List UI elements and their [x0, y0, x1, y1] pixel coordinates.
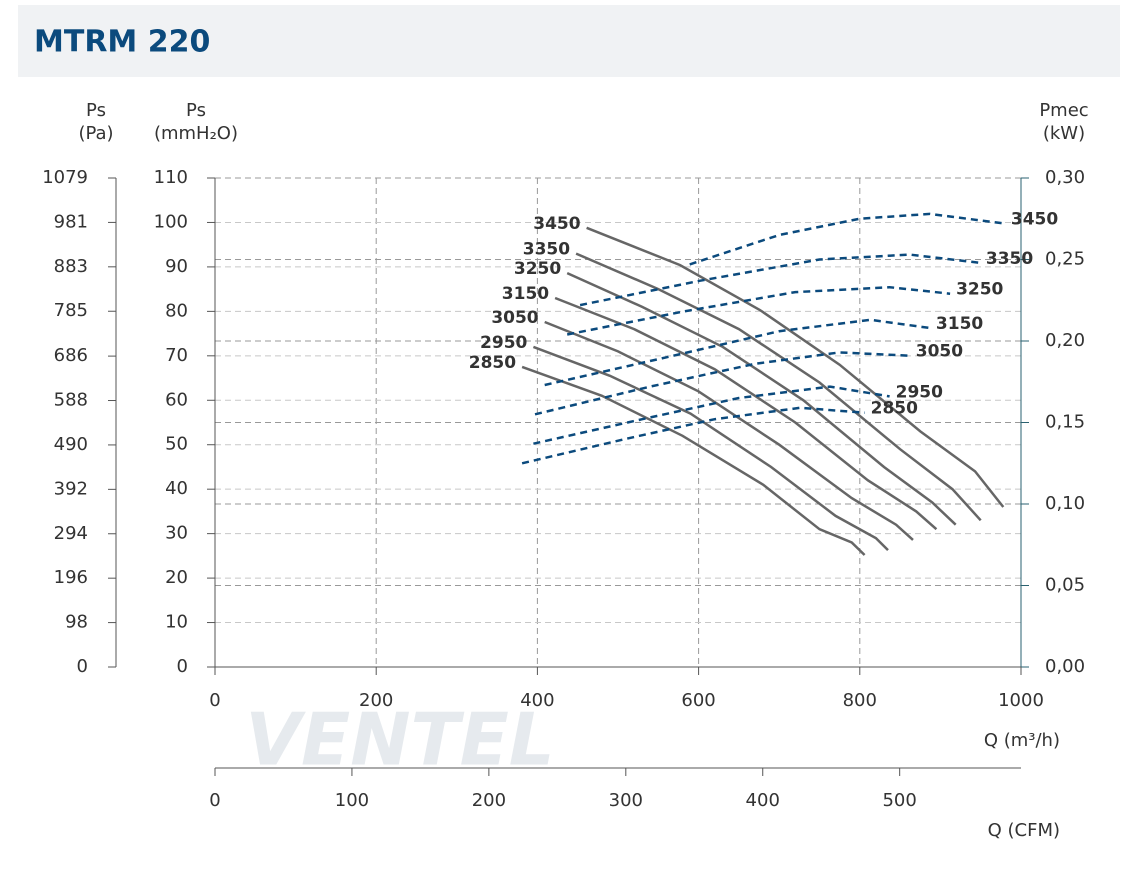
- pa-tick-label: 294: [54, 523, 88, 544]
- x-tick-label: 1000: [998, 690, 1044, 711]
- y2-axis-title: (kW): [1043, 123, 1085, 144]
- cfm-axis-title: Q (CFM): [988, 820, 1060, 841]
- y-tick-label: 0: [177, 656, 188, 677]
- curve-label: 3250: [514, 259, 561, 279]
- curve-label: 3050: [491, 308, 538, 328]
- y-tick-label: 60: [165, 389, 188, 410]
- pa-tick-label: 588: [54, 390, 88, 411]
- pa-axis-title: (Pa): [78, 123, 113, 144]
- curve-label: 3150: [936, 314, 983, 334]
- power-curve: [544, 318, 931, 387]
- pa-tick-label: 1079: [42, 167, 88, 188]
- curve-label: 3250: [956, 280, 1003, 300]
- curve-label: 3450: [533, 214, 580, 234]
- cfm-tick-label: 300: [609, 790, 643, 811]
- pressure-curve: [532, 345, 889, 551]
- x-tick-label: 400: [520, 690, 554, 711]
- pa-tick-label: 196: [54, 567, 88, 588]
- curve-label: 2850: [871, 399, 918, 419]
- curve-label: 3050: [916, 342, 963, 362]
- y-tick-label: 40: [165, 478, 188, 499]
- x-tick-label: 0: [209, 690, 220, 711]
- x-tick-label: 600: [681, 690, 715, 711]
- y2-tick-label: 0,25: [1045, 249, 1085, 270]
- y-tick-label: 30: [165, 523, 188, 544]
- power-curve: [579, 253, 981, 307]
- y-tick-label: 110: [154, 167, 188, 188]
- y2-tick-label: 0,00: [1045, 656, 1085, 677]
- pa-tick-label: 981: [54, 211, 88, 232]
- cfm-tick-label: 0: [209, 790, 220, 811]
- curve-label: 2850: [469, 353, 516, 373]
- y-tick-label: 100: [154, 211, 188, 232]
- pa-tick-label: 686: [54, 345, 88, 366]
- logo: VENTEL: [245, 698, 554, 782]
- pa-tick-label: 98: [65, 612, 88, 633]
- curve-label: 3150: [502, 284, 549, 304]
- curve-label: 2950: [480, 333, 527, 353]
- pa-tick-label: 490: [54, 434, 88, 455]
- x-tick-label: 200: [359, 690, 393, 711]
- pa-axis-title: Ps: [86, 100, 106, 121]
- y-tick-label: 10: [165, 612, 188, 633]
- pa-tick-label: 883: [54, 256, 88, 277]
- y-axis-title: (mmH₂O): [154, 123, 238, 144]
- y-tick-label: 70: [165, 345, 188, 366]
- power-curve: [689, 212, 1006, 266]
- chart-title: MTRM 220: [34, 25, 210, 60]
- x-axis-title: Q (m³/h): [984, 730, 1060, 751]
- y2-tick-label: 0,15: [1045, 412, 1085, 433]
- curve-label: 3350: [523, 240, 570, 260]
- power-curve: [521, 406, 865, 465]
- y2-axis-title: Pmec: [1039, 100, 1088, 121]
- curve-label: 3450: [1011, 210, 1058, 230]
- pressure-curve: [521, 365, 866, 556]
- pressure-curve: [586, 226, 1005, 508]
- y-tick-label: 80: [165, 300, 188, 321]
- pressure-curve: [544, 320, 914, 541]
- y2-tick-label: 0,20: [1045, 330, 1085, 351]
- power-curve: [566, 285, 951, 336]
- title-bar: [18, 5, 1120, 77]
- y2-tick-label: 0,10: [1045, 493, 1085, 514]
- power-curve: [533, 385, 890, 445]
- y-axis-title: Ps: [186, 100, 206, 121]
- y-tick-label: 90: [165, 256, 188, 277]
- pressure-curve: [566, 271, 957, 526]
- y2-tick-label: 0,30: [1045, 167, 1085, 188]
- cfm-tick-label: 500: [882, 790, 916, 811]
- pressure-curve: [575, 252, 982, 522]
- y2-tick-label: 0,05: [1045, 575, 1085, 596]
- cfm-tick-label: 100: [335, 790, 369, 811]
- curve-label: 2950: [896, 382, 943, 402]
- y-tick-label: 50: [165, 434, 188, 455]
- y-tick-label: 20: [165, 567, 188, 588]
- cfm-tick-label: 400: [746, 790, 780, 811]
- power-curve: [534, 351, 910, 416]
- pa-tick-label: 392: [54, 478, 88, 499]
- x-tick-label: 800: [843, 690, 877, 711]
- cfm-tick-label: 200: [472, 790, 506, 811]
- pa-tick-label: 0: [77, 656, 88, 677]
- pa-tick-label: 785: [54, 300, 88, 321]
- curve-label: 3350: [986, 249, 1033, 269]
- pressure-curve: [554, 296, 938, 531]
